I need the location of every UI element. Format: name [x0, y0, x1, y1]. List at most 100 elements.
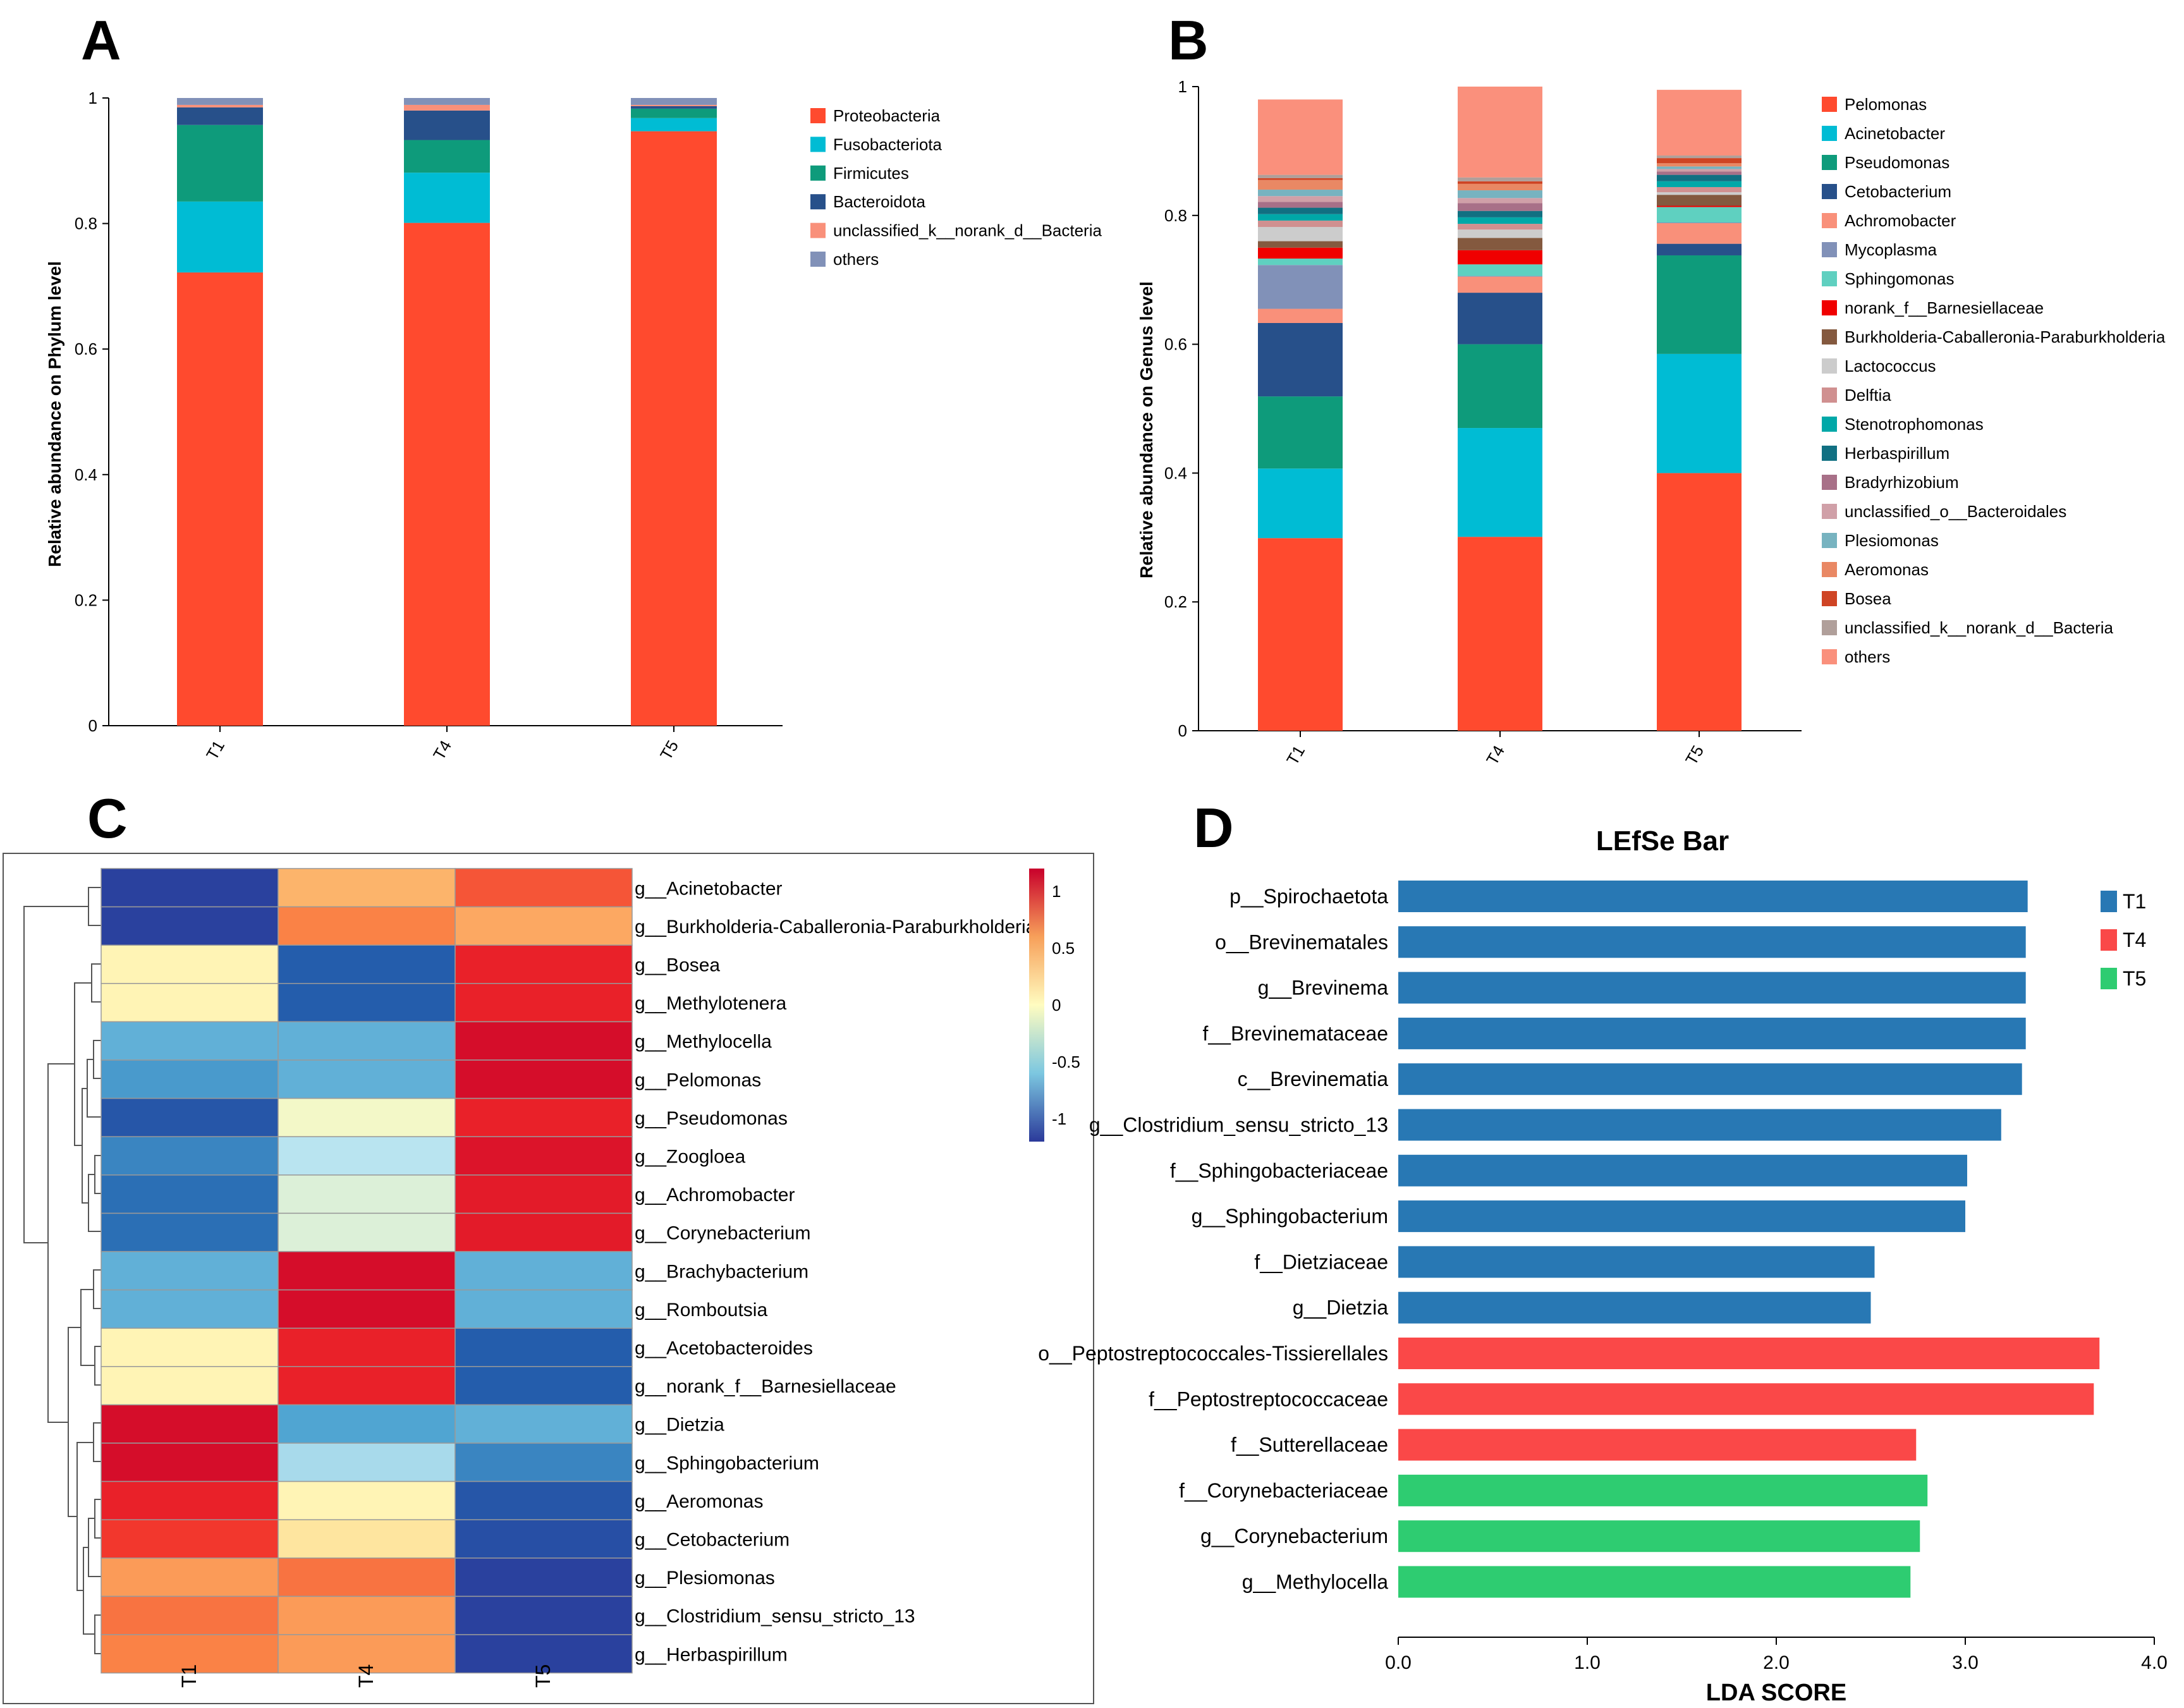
- b-legend-label-bosea: Bosea: [1845, 589, 1891, 608]
- heatmap-cell-g-cetobacterium-t5: [454, 1519, 633, 1559]
- a-bar-t4-bacteroidota: [404, 110, 490, 140]
- heatmap-cell-g-brachybacterium-t4: [278, 1251, 456, 1291]
- heatmap-cell-g-herbaspirillum-t4: [278, 1634, 456, 1674]
- lefse-bars: [1398, 881, 2100, 1598]
- heatmap-cell-g-corynebacterium-t4: [278, 1212, 456, 1252]
- a-bar-t4-fusobacteriota: [404, 173, 490, 223]
- b-x-tick-label-t5: T5: [1681, 742, 1707, 768]
- b-bar-t4-norank-f-barnesiellaceae: [1458, 250, 1542, 265]
- lefse-x-tick-label: 2.0: [1763, 1652, 1790, 1673]
- lefse-bar-p-spirochaetota: [1398, 881, 2028, 912]
- lefse-bar-g-methylocella: [1398, 1566, 1911, 1598]
- b-legend-swatch-aeromonas: [1822, 562, 1837, 577]
- heatmap-cell-g-norank-f-barnesiellaceae-t4: [278, 1366, 456, 1406]
- b-legend-swatch-bradyrhizobium: [1822, 475, 1837, 490]
- lefse-bar-label-c-brevinematia: c__Brevinematia: [1238, 1068, 1389, 1090]
- b-bar-t4-burkholderia-caballeronia-paraburkholderia: [1458, 238, 1542, 250]
- a-y-tick-label: 1: [88, 88, 97, 107]
- b-legend-swatch-delftia: [1822, 387, 1837, 403]
- heatmap-row-label-g-methylocella: g__Methylocella: [635, 1032, 772, 1052]
- b-bar-t4-unclassified-o-bacteroidales: [1458, 198, 1542, 204]
- heatmap-cell-g-plesiomonas-t1: [101, 1558, 279, 1597]
- lefse-bar-o-peptostreptococcales-tissierellales: [1398, 1338, 2100, 1369]
- lefse-x-tick-label: 3.0: [1952, 1652, 1979, 1673]
- b-bar-t5-acinetobacter: [1657, 353, 1742, 473]
- b-legend-label-unclassified-k-norank-d-bacteria: unclassified_k__norank_d__Bacteria: [1845, 618, 2113, 637]
- b-bar-t1-norank-f-barnesiellaceae: [1258, 247, 1343, 259]
- heatmap-colorbar-ticks: 1 0.5 0 -0.5 -1: [1052, 882, 1080, 1128]
- heatmap-cell-g-romboutsia-t1: [101, 1289, 279, 1329]
- heatmap-cell-g-dietzia-t4: [278, 1404, 456, 1444]
- b-bar-t5-sphingomonas: [1657, 207, 1742, 223]
- row-dendrogram: [23, 887, 101, 1654]
- b-bar-t5-bosea: [1657, 158, 1742, 164]
- b-legend-label-mycoplasma: Mycoplasma: [1845, 240, 1937, 259]
- b-bar-t5-aeromonas: [1657, 163, 1742, 167]
- lefse-bar-f-peptostreptococcaceae: [1398, 1383, 2094, 1415]
- b-y-tick-label: 0.8: [1164, 206, 1187, 225]
- heatmap-cell-g-acinetobacter-t5: [454, 868, 633, 908]
- b-legend-label-norank-f-barnesiellaceae: norank_f__Barnesiellaceae: [1845, 298, 2044, 317]
- panel-b: B Relative abundance on Genus level 0 0.2…: [1137, 9, 2166, 768]
- a-legend-label-unclassified-k-norank-d-bacteria: unclassified_k__norank_d__Bacteria: [833, 221, 1102, 240]
- b-bar-t5-delftia: [1657, 186, 1742, 193]
- b-bar-t1-bosea: [1258, 178, 1343, 180]
- heatmap-cell-g-burkholderia-caballeronia-paraburkholderia-t5: [454, 906, 633, 946]
- b-bar-t4-bosea: [1458, 181, 1542, 184]
- heatmap-cell-g-clostridium-sensu-stricto-13-t1: [101, 1595, 279, 1635]
- a-x-tick-label-t4: T4: [429, 737, 455, 763]
- b-legend-label-stenotrophomonas: Stenotrophomonas: [1845, 415, 1984, 434]
- b-bar-t4-bradyrhizobium: [1458, 203, 1542, 211]
- b-legend-swatch-unclassified-o-bacteroidales: [1822, 504, 1837, 519]
- b-legend-swatch-achromobacter: [1822, 213, 1837, 228]
- b-bar-t4-unclassified-k-norank-d-bacteria: [1458, 177, 1542, 181]
- heatmap-cell-g-romboutsia-t5: [454, 1289, 633, 1329]
- a-bar-t1-bacteroidota: [177, 107, 263, 125]
- a-bar-t5-firmicutes: [631, 108, 717, 118]
- heatmap-cell-g-pseudomonas-t5: [454, 1097, 633, 1137]
- heatmap-cell-g-sphingobacterium-t4: [278, 1443, 456, 1482]
- heatmap-column-label-t1: T1: [178, 1664, 200, 1688]
- heatmap-cell-g-herbaspirillum-t5: [454, 1634, 633, 1674]
- b-legend-label-herbaspirillum: Herbaspirillum: [1845, 444, 1949, 463]
- heatmap-row-label-g-herbaspirillum: g__Herbaspirillum: [635, 1644, 788, 1665]
- b-bar-t4-stenotrophomonas: [1458, 217, 1542, 224]
- heatmap-cell-g-clostridium-sensu-stricto-13-t5: [454, 1595, 633, 1635]
- b-bar-t4-delftia: [1458, 224, 1542, 230]
- lefse-legend-label-t1: T1: [2123, 890, 2146, 913]
- heatmap-row-label-g-plesiomonas: g__Plesiomonas: [635, 1568, 775, 1589]
- lefse-bar-g-sphingobacterium: [1398, 1200, 1965, 1233]
- b-legend-label-bradyrhizobium: Bradyrhizobium: [1845, 473, 1959, 492]
- b-bar-t5-others: [1657, 90, 1742, 156]
- heatmap-cell-g-pelomonas-t4: [278, 1059, 456, 1099]
- heatmap-row-label-g-romboutsia: g__Romboutsia: [635, 1300, 767, 1321]
- heatmap-cell-g-brachybacterium-t5: [454, 1251, 633, 1291]
- b-legend-swatch-sphingomonas: [1822, 271, 1837, 286]
- b-legend-label-acinetobacter: Acinetobacter: [1845, 124, 1945, 143]
- b-bar-t5-unclassified-o-bacteroidales: [1657, 169, 1742, 172]
- b-legend-swatch-bosea: [1822, 591, 1837, 606]
- panel-b-label: B: [1168, 9, 1209, 71]
- heatmap-cell-g-acetobacteroides-t1: [101, 1327, 279, 1367]
- b-bar-t4-acinetobacter: [1458, 428, 1542, 537]
- lefse-legend-label-t5: T5: [2123, 967, 2146, 990]
- b-bar-t4-pelomonas: [1458, 537, 1542, 731]
- a-bar-t4-firmicutes: [404, 140, 490, 173]
- heatmap-cell-g-achromobacter-t4: [278, 1174, 456, 1214]
- b-legend-swatch-pseudomonas: [1822, 155, 1837, 170]
- b-bar-t5-pelomonas: [1657, 473, 1742, 731]
- heatmap-cell-g-cetobacterium-t4: [278, 1519, 456, 1559]
- a-bar-t5-fusobacteriota: [631, 118, 717, 131]
- heatmap-cell-g-achromobacter-t1: [101, 1174, 279, 1214]
- panel-b-y-axis-label: Relative abundance on Genus level: [1137, 281, 1156, 578]
- a-legend-swatch-unclassified-k-norank-d-bacteria: [810, 223, 826, 238]
- heatmap-cell-g-methylocella-t5: [454, 1021, 633, 1061]
- heatmap-column-label-t5: T5: [532, 1664, 554, 1688]
- heatmap-cell-g-pelomonas-t5: [454, 1059, 633, 1099]
- a-y-tick-label: 0: [88, 716, 97, 735]
- heatmap-row-labels: g__Acinetobacter g__Burkholderia-Caballer…: [635, 878, 1037, 1665]
- heatmap-cell-g-burkholderia-caballeronia-paraburkholderia-t1: [101, 906, 279, 946]
- heatmap-row-label-g-pelomonas: g__Pelomonas: [635, 1070, 761, 1090]
- lefse-x-ticks: 0.0 1.0 2.0 3.0 4.0: [1385, 1637, 2168, 1673]
- b-x-tick-label-t4: T4: [1482, 742, 1508, 768]
